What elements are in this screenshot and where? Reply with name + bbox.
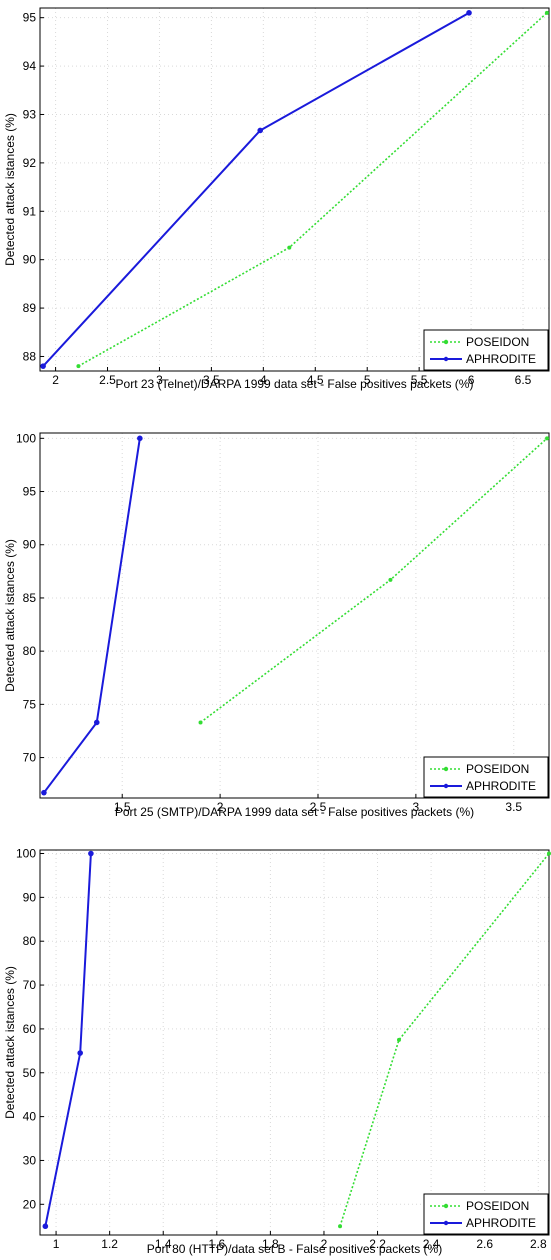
x-tick-label: 2 bbox=[321, 1237, 328, 1251]
x-tick-label: 3.5 bbox=[505, 800, 522, 814]
y-tick-label: 50 bbox=[23, 1066, 37, 1080]
data-point-aphrodite bbox=[42, 1223, 49, 1230]
x-tick-label: 1.6 bbox=[208, 1237, 225, 1251]
y-axis-label: Detected attack istances (%) bbox=[3, 113, 17, 266]
x-tick-label: 2.2 bbox=[369, 1237, 386, 1251]
x-tick-label: 5 bbox=[364, 373, 371, 387]
data-point-poseidon bbox=[547, 851, 551, 856]
data-point-aphrodite bbox=[41, 789, 47, 796]
y-tick-label: 92 bbox=[23, 156, 37, 170]
y-tick-label: 80 bbox=[23, 644, 37, 658]
x-tick-label: 1.2 bbox=[101, 1237, 118, 1251]
data-point-poseidon bbox=[396, 1037, 401, 1042]
legend-label-poseidon: POSEIDON bbox=[466, 1199, 529, 1213]
series-line-aphrodite bbox=[43, 438, 141, 794]
y-tick-label: 95 bbox=[23, 485, 37, 499]
x-tick-label: 2.5 bbox=[310, 800, 327, 814]
legend-marker-aphrodite bbox=[443, 1220, 449, 1226]
data-point-poseidon bbox=[76, 364, 81, 369]
x-axis-label: Port 23 (Telnet)/DARPA 1999 data set - F… bbox=[116, 377, 474, 391]
data-point-aphrodite bbox=[257, 127, 264, 134]
legend-label-aphrodite: APHRODITE bbox=[466, 1216, 536, 1230]
series-line-poseidon bbox=[200, 437, 548, 724]
plot-frame bbox=[39, 849, 550, 1236]
legend-marker-poseidon bbox=[443, 766, 449, 772]
x-tick-label: 2.8 bbox=[530, 1237, 547, 1251]
y-tick-label: 20 bbox=[23, 1197, 37, 1211]
legend-label-aphrodite: APHRODITE bbox=[466, 352, 536, 366]
y-tick-label: 95 bbox=[23, 11, 37, 25]
x-tick-label: 1 bbox=[53, 1237, 60, 1251]
x-axis-label: Port 25 (SMTP)/DARPA 1999 data set - Fal… bbox=[115, 805, 474, 819]
y-tick-label: 94 bbox=[23, 59, 37, 73]
x-tick-label: 6.5 bbox=[515, 373, 532, 387]
legend-marker-poseidon bbox=[443, 339, 449, 345]
x-tick-label: 2.5 bbox=[99, 373, 116, 387]
data-point-poseidon bbox=[545, 436, 550, 441]
smtp-chart: 1.5 2 2.5 3 3.5 70 75 80 85 90 95 100 POSEIDON APHROD… bbox=[3, 431, 550, 819]
data-point-aphrodite bbox=[77, 1050, 83, 1056]
y-tick-label: 60 bbox=[23, 1022, 37, 1036]
series-line-poseidon bbox=[339, 853, 550, 1227]
legend-label-poseidon: POSEIDON bbox=[466, 762, 529, 776]
y-tick-label: 90 bbox=[23, 538, 37, 552]
series-line-aphrodite bbox=[44, 853, 92, 1227]
y-tick-label: 100 bbox=[16, 847, 36, 861]
y-tick-label: 91 bbox=[23, 204, 37, 218]
y-axis-label: Detected attack istances (%) bbox=[3, 966, 17, 1119]
legend-box bbox=[423, 756, 549, 798]
data-point-poseidon bbox=[388, 577, 393, 582]
legend-marker-poseidon bbox=[443, 1203, 449, 1209]
telnet-chart: 2 2.5 3 3.5 4 4.5 5 5.5 6 6.5 88 89 90 91 92 93 94 95 POSE… bbox=[3, 7, 550, 391]
y-tick-label: 70 bbox=[23, 978, 37, 992]
y-tick-label: 70 bbox=[23, 751, 37, 765]
y-tick-label: 75 bbox=[23, 697, 37, 711]
x-tick-label: 4.5 bbox=[307, 373, 324, 387]
legend-label-poseidon: POSEIDON bbox=[466, 335, 529, 349]
legend-box bbox=[423, 1193, 549, 1235]
y-tick-label: 90 bbox=[23, 890, 37, 904]
data-point-poseidon bbox=[198, 720, 203, 725]
data-point-aphrodite bbox=[40, 363, 46, 369]
y-tick-label: 93 bbox=[23, 107, 37, 121]
y-tick-label: 80 bbox=[23, 934, 37, 948]
data-point-aphrodite bbox=[466, 10, 472, 16]
plot-frame bbox=[39, 7, 550, 372]
x-tick-label: 2.4 bbox=[423, 1237, 440, 1251]
x-tick-label: 2 bbox=[217, 800, 224, 814]
x-tick-label: 1.8 bbox=[262, 1237, 279, 1251]
x-tick-label: 2 bbox=[52, 373, 59, 387]
x-tick-label: 3.5 bbox=[203, 373, 220, 387]
y-tick-label: 85 bbox=[23, 591, 37, 605]
data-point-poseidon bbox=[338, 1224, 343, 1229]
y-axis-label: Detected attack istances (%) bbox=[3, 539, 17, 692]
legend-box bbox=[423, 329, 549, 371]
x-tick-label: 2.6 bbox=[476, 1237, 493, 1251]
x-tick-label: 1.5 bbox=[114, 800, 131, 814]
x-tick-label: 5.5 bbox=[411, 373, 428, 387]
legend-label-aphrodite: APHRODITE bbox=[466, 779, 536, 793]
data-point-aphrodite bbox=[93, 719, 100, 726]
legend-marker-aphrodite bbox=[443, 783, 449, 789]
data-point-aphrodite bbox=[88, 850, 94, 857]
y-tick-label: 89 bbox=[23, 301, 37, 315]
x-tick-label: 1.4 bbox=[155, 1237, 172, 1251]
y-tick-label: 30 bbox=[23, 1153, 37, 1167]
y-tick-label: 90 bbox=[23, 253, 37, 267]
legend-marker-aphrodite bbox=[443, 356, 449, 362]
x-tick-label: 4 bbox=[260, 373, 267, 387]
x-tick-label: 3 bbox=[156, 373, 163, 387]
data-point-poseidon bbox=[287, 245, 292, 250]
y-tick-label: 88 bbox=[23, 349, 37, 363]
y-tick-label: 40 bbox=[23, 1110, 37, 1124]
plot-frame bbox=[39, 432, 550, 799]
data-point-aphrodite bbox=[137, 435, 143, 442]
data-point-poseidon bbox=[544, 10, 549, 15]
x-tick-label: 6 bbox=[468, 373, 475, 387]
x-axis-label: Port 80 (HTTP)/data set B - False positi… bbox=[147, 1242, 442, 1256]
http-chart: 1 1.2 1.4 1.6 1.8 2 2.2 2.4 2.6 2.8 20 30 40 50 60 70 80… bbox=[3, 847, 551, 1256]
x-tick-label: 3 bbox=[413, 800, 420, 814]
y-tick-label: 100 bbox=[16, 431, 36, 445]
